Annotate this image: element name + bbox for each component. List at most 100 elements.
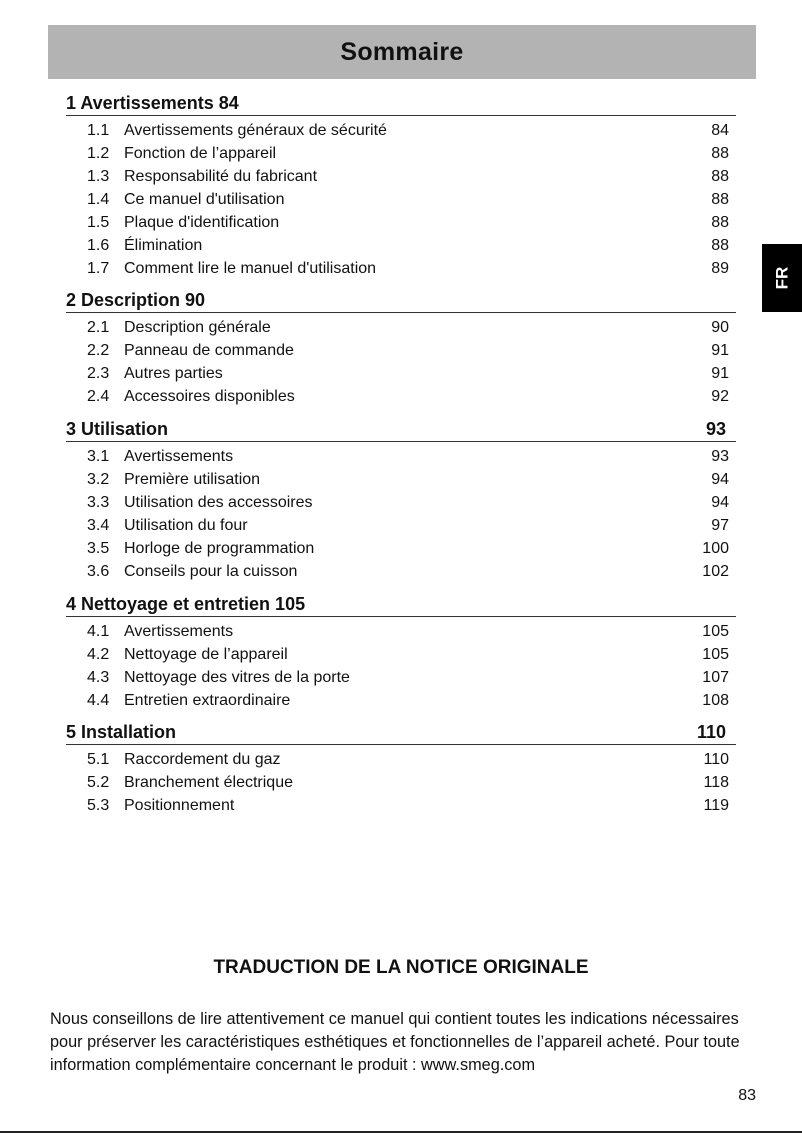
entry-label: Panneau de commande (124, 342, 294, 359)
entry-number: 3.6 (87, 563, 110, 580)
entry-page: 88 (711, 237, 729, 254)
entry-page: 110 (703, 751, 729, 768)
toc-entry[interactable]: 2.1 Description générale 90 (66, 316, 736, 339)
toc-entry[interactable]: 1.1 Avertissements généraux de sécurité … (66, 119, 736, 142)
entry-page: 118 (703, 774, 729, 791)
entry-label: Positionnement (124, 797, 235, 814)
entry-number: 2.4 (87, 388, 110, 405)
entry-page: 93 (711, 448, 729, 465)
entry-number: 5.1 (87, 751, 110, 768)
section-heading[interactable]: 4 Nettoyage et entretien 105 (66, 592, 736, 617)
toc-entry[interactable]: 5.3 Positionnement 119 (66, 794, 736, 817)
entry-label: Autres parties (124, 365, 223, 382)
section-heading-label: 3 Utilisation (66, 419, 169, 439)
entry-label: Plaque d'identification (124, 214, 280, 231)
toc-entry[interactable]: 2.3 Autres parties 91 (66, 362, 736, 385)
toc-entry[interactable]: 4.2 Nettoyage de l’appareil 105 (66, 643, 736, 666)
entry-page: 108 (702, 692, 729, 709)
entry-label: Avertissements généraux de sécurité (124, 122, 387, 139)
section-heading[interactable]: 2 Description 90 (66, 288, 736, 313)
entry-number: 2.2 (87, 342, 110, 359)
entry-number: 1.1 (87, 122, 110, 139)
entry-number: 5.2 (87, 774, 110, 791)
entry-label: Branchement électrique (124, 774, 293, 791)
entry-page: 88 (711, 168, 729, 185)
page-title: Sommaire (340, 37, 464, 66)
entry-page: 88 (711, 214, 729, 231)
entry-number: 1.3 (87, 168, 110, 185)
entry-number: 3.5 (87, 540, 110, 557)
entry-page: 102 (702, 563, 729, 580)
section-heading-label: 1 Avertissements 84 (66, 93, 239, 113)
toc-entry[interactable]: 3.5 Horloge de programmation 100 (66, 537, 736, 560)
entry-page: 105 (702, 623, 729, 640)
section-heading-label: 4 Nettoyage et entretien 105 (66, 594, 306, 614)
entry-number: 3.2 (87, 471, 110, 488)
entry-label: Responsabilité du fabricant (124, 168, 318, 185)
toc-entry[interactable]: 5.2 Branchement électrique 118 (66, 771, 736, 794)
entry-number: 3.4 (87, 517, 110, 534)
entry-label: Entretien extraordinaire (124, 692, 291, 709)
toc-entry[interactable]: 3.4 Utilisation du four 97 (66, 514, 736, 537)
language-tab: FR (762, 244, 802, 312)
toc-section: 3 Utilisation 93 3.1 Avertissements 93 3… (66, 417, 736, 583)
toc-entry[interactable]: 1.6 Élimination 88 (66, 234, 736, 257)
section-page: 93 (705, 419, 726, 439)
entry-label: Élimination (124, 237, 203, 254)
entry-page: 91 (711, 342, 729, 359)
entry-number: 1.5 (87, 214, 110, 231)
entry-number: 1.2 (87, 145, 110, 162)
entry-number: 3.3 (87, 494, 110, 511)
section-heading[interactable]: 3 Utilisation 93 (66, 417, 736, 442)
toc-entry[interactable]: 3.3 Utilisation des accessoires 94 (66, 491, 736, 514)
entry-label: Accessoires disponibles (124, 388, 295, 405)
entry-number: 1.6 (87, 237, 110, 254)
entry-number: 1.7 (87, 260, 110, 277)
entry-label: Avertissements (124, 623, 234, 640)
toc-header: Sommaire (48, 25, 756, 79)
toc-entry[interactable]: 3.2 Première utilisation 94 (66, 468, 736, 491)
entry-label: Première utilisation (124, 471, 261, 488)
toc-entry[interactable]: 4.4 Entretien extraordinaire 108 (66, 689, 736, 712)
entry-page: 88 (711, 191, 729, 208)
entry-number: 3.1 (87, 448, 110, 465)
entry-label: Utilisation du four (124, 517, 248, 534)
entry-page: 97 (711, 517, 729, 534)
entry-label: Ce manuel d'utilisation (124, 191, 285, 208)
entry-number: 4.2 (87, 646, 110, 663)
entry-page: 94 (711, 494, 729, 511)
section-heading[interactable]: 1 Avertissements 84 (66, 91, 736, 116)
entry-label: Description générale (124, 319, 271, 336)
entry-number: 4.4 (87, 692, 110, 709)
page-number: 83 (738, 1087, 756, 1104)
toc-entry[interactable]: 3.6 Conseils pour la cuisson 102 (66, 560, 736, 583)
toc-section: 1 Avertissements 84 1.1 Avertissements g… (66, 91, 736, 280)
entry-label: Horloge de programmation (124, 540, 315, 557)
entry-page: 100 (702, 540, 729, 557)
entry-label: Nettoyage des vitres de la porte (124, 669, 350, 686)
toc-entry[interactable]: 1.7 Comment lire le manuel d'utilisation… (66, 257, 736, 280)
entry-number: 4.3 (87, 669, 110, 686)
toc-entry[interactable]: 1.5 Plaque d'identification 88 (66, 211, 736, 234)
toc-entry[interactable]: 1.4 Ce manuel d'utilisation 88 (66, 188, 736, 211)
toc-entry[interactable]: 2.4 Accessoires disponibles 92 (66, 385, 736, 408)
entry-page: 107 (702, 669, 729, 686)
toc-entry[interactable]: 1.2 Fonction de l’appareil 88 (66, 142, 736, 165)
toc-entry[interactable]: 4.1 Avertissements 105 (66, 620, 736, 643)
toc-entry[interactable]: 1.3 Responsabilité du fabricant 88 (66, 165, 736, 188)
entry-label: Utilisation des accessoires (124, 494, 313, 511)
toc-entry[interactable]: 2.2 Panneau de commande 91 (66, 339, 736, 362)
section-heading-label: 2 Description 90 (66, 290, 206, 310)
toc-entry[interactable]: 3.1 Avertissements 93 (66, 445, 736, 468)
entry-page: 84 (711, 122, 729, 139)
entry-number: 2.1 (87, 319, 110, 336)
toc-section: 4 Nettoyage et entretien 105 4.1 Avertis… (66, 592, 736, 712)
entry-label: Comment lire le manuel d'utilisation (124, 260, 377, 277)
toc-entry[interactable]: 4.3 Nettoyage des vitres de la porte 107 (66, 666, 736, 689)
section-heading[interactable]: 5 Installation 110 (66, 720, 736, 745)
entry-page: 90 (711, 319, 729, 336)
entry-page: 119 (703, 797, 729, 814)
entry-label: Avertissements (124, 448, 234, 465)
entry-number: 4.1 (87, 623, 110, 640)
toc-entry[interactable]: 5.1 Raccordement du gaz 110 (66, 748, 736, 771)
